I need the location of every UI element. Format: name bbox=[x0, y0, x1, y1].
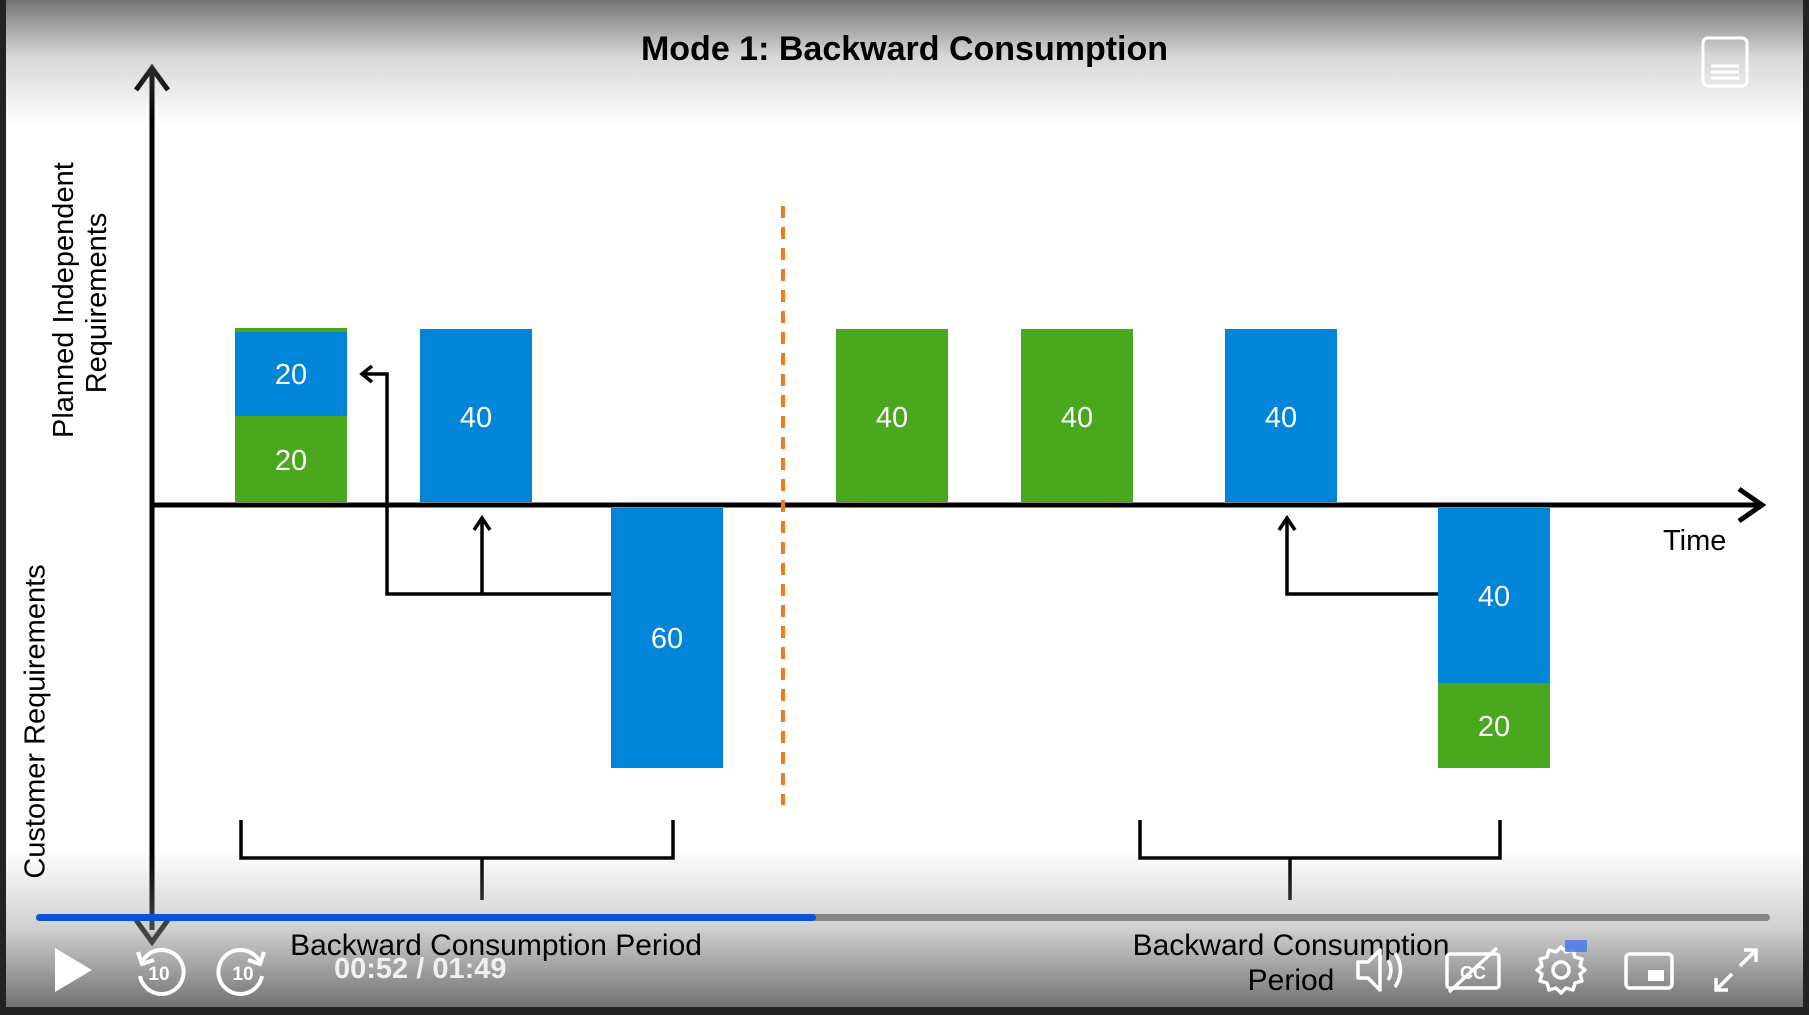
time-readout: 00:52 / 01:49 bbox=[334, 953, 507, 985]
top-gradient-overlay bbox=[6, 0, 1803, 125]
bar-pir-2 bbox=[420, 329, 532, 502]
bottom-gradient-overlay bbox=[6, 850, 1803, 1007]
consumption-arrowhead-3 bbox=[1277, 514, 1297, 531]
menu-button[interactable] bbox=[1701, 36, 1749, 88]
y-axis-top-label-line2: Requirements bbox=[81, 212, 113, 394]
bar-pir-1-blue bbox=[235, 331, 347, 416]
bar-pir-2-label: 40 bbox=[460, 402, 492, 434]
forward-seconds: 10 bbox=[232, 964, 253, 985]
consumption-diagram: 20 20 40 60 40 40 40 40 20 bbox=[133, 63, 1767, 947]
consumption-arrowhead-1 bbox=[359, 364, 374, 384]
x-axis-label: Time bbox=[1663, 525, 1727, 557]
bar-pir-1-top-edge bbox=[235, 328, 347, 332]
period-label-2-line2: Period bbox=[1247, 964, 1335, 997]
rewind-seconds: 10 bbox=[148, 964, 169, 985]
slide-title: Mode 1: Backward Consumption bbox=[640, 30, 1169, 68]
bar-pir-1-green-label: 20 bbox=[275, 445, 307, 477]
settings-button[interactable] bbox=[1531, 940, 1591, 1000]
bar-pir-5 bbox=[1225, 329, 1337, 502]
bar-pir-4 bbox=[1021, 329, 1133, 502]
bar-cr-2-green bbox=[1438, 683, 1550, 768]
progress-bar[interactable] bbox=[36, 914, 1770, 921]
y-axis-top-label-line1: Planned Independent bbox=[48, 162, 80, 438]
picture-in-picture-button[interactable] bbox=[1619, 940, 1679, 1000]
play-icon bbox=[55, 948, 92, 992]
bar-pir-1-green bbox=[235, 416, 347, 502]
gear-icon bbox=[1535, 940, 1587, 995]
play-button[interactable] bbox=[40, 940, 100, 1000]
y-axis-top-label: Planned Independent Requirements bbox=[48, 162, 114, 438]
bar-cr-1-label: 60 bbox=[651, 623, 683, 655]
fullscreen-button[interactable] bbox=[1706, 940, 1766, 1000]
bar-pir-5-label: 40 bbox=[1265, 402, 1297, 434]
slide-canvas: 20 20 40 60 40 40 40 40 20 bbox=[6, 0, 1803, 1007]
volume-icon bbox=[1356, 948, 1403, 992]
x-axis-arrow bbox=[1737, 486, 1767, 524]
period-label-2-line1: Backward Consumption bbox=[1132, 929, 1450, 962]
menu-icon bbox=[1701, 36, 1749, 88]
bar-cr-1 bbox=[611, 508, 723, 768]
bar-pir-3-label: 40 bbox=[876, 402, 908, 434]
consumption-line-1 bbox=[364, 372, 611, 596]
period-label-1: Backward Consumption Period bbox=[290, 929, 702, 962]
bar-pir-4-label: 40 bbox=[1061, 402, 1093, 434]
volume-button[interactable] bbox=[1352, 940, 1412, 1000]
rewind-button[interactable]: 10 bbox=[128, 940, 188, 1000]
bar-pir-3 bbox=[836, 329, 948, 502]
captions-button[interactable]: CC bbox=[1443, 940, 1503, 1000]
bar-cr-2-green-label: 20 bbox=[1478, 711, 1510, 743]
bar-pir-1-blue-label: 20 bbox=[275, 359, 307, 391]
forward-button[interactable]: 10 bbox=[214, 940, 274, 1000]
rewind-10-icon: 10 bbox=[136, 947, 186, 996]
captions-off-icon: CC bbox=[1445, 946, 1501, 994]
picture-in-picture-icon bbox=[1624, 952, 1674, 990]
forward-10-icon: 10 bbox=[216, 947, 266, 996]
y-axis-bottom-label: Customer Requirements bbox=[19, 564, 52, 879]
consumption-line-3 bbox=[1285, 520, 1438, 596]
bar-cr-2-blue bbox=[1438, 508, 1550, 683]
consumption-arrowhead-2 bbox=[472, 514, 492, 531]
bar-cr-2-blue-label: 40 bbox=[1478, 581, 1510, 613]
fullscreen-icon bbox=[1714, 948, 1758, 992]
period-label-2: Backward Consumption Period bbox=[1116, 928, 1466, 998]
progress-bar-fill bbox=[36, 914, 817, 921]
